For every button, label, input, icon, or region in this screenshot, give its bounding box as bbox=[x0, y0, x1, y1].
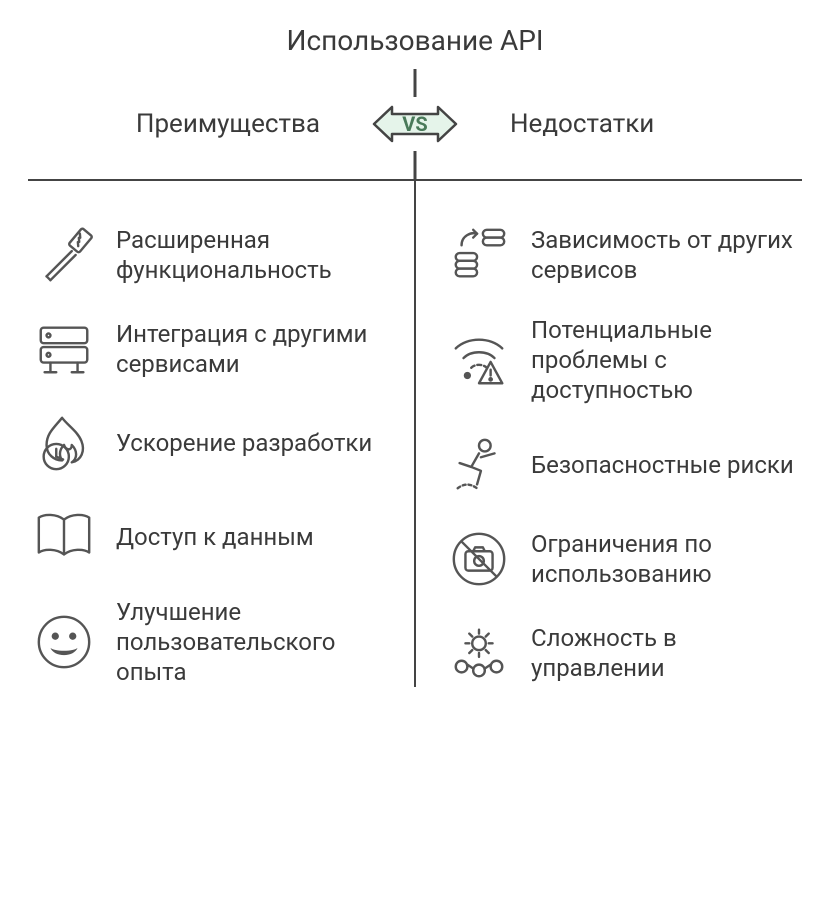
wifi-warn-icon bbox=[445, 326, 513, 394]
list-item: Доступ к данным bbox=[30, 503, 395, 571]
vs-badge: VS bbox=[370, 97, 460, 151]
list-item: Интеграция с другими сервисами bbox=[30, 315, 395, 383]
item-label: Сложность в управлении bbox=[531, 623, 800, 683]
item-label: Доступ к данным bbox=[116, 522, 314, 552]
list-item: Ускорение разработки bbox=[30, 409, 395, 477]
gears-people-icon bbox=[445, 619, 513, 687]
disadvantages-column: Зависимость от других сервисов Потенциал… bbox=[415, 211, 810, 697]
stem-top bbox=[414, 69, 417, 97]
advantages-column: Расширенная функциональность Инте bbox=[20, 211, 415, 697]
item-label: Ускорение разработки bbox=[116, 428, 372, 458]
list-item: Зависимость от других сервисов bbox=[445, 221, 800, 289]
item-label: Потенциальные проблемы с доступностью bbox=[531, 315, 800, 405]
file-tool-icon bbox=[30, 221, 98, 289]
item-label: Безопасностные риски bbox=[531, 450, 794, 480]
left-column-header: Преимущества bbox=[20, 109, 370, 139]
list-item: Сложность в управлении bbox=[445, 619, 800, 687]
comparison-infographic: Использование API Преимущества VS Недост… bbox=[0, 0, 830, 902]
vs-label: VS bbox=[402, 112, 427, 136]
smile-icon bbox=[30, 608, 98, 676]
fire-clock-icon bbox=[30, 409, 98, 477]
item-label: Ограничения по использованию bbox=[531, 529, 800, 589]
item-label: Расширенная функциональность bbox=[116, 225, 395, 285]
list-item: Потенциальные проблемы с доступностью bbox=[445, 315, 800, 405]
list-item: Ограничения по использованию bbox=[445, 525, 800, 593]
right-column-header: Недостатки bbox=[460, 109, 810, 139]
no-camera-icon bbox=[445, 525, 513, 593]
item-label: Интеграция с другими сервисами bbox=[116, 319, 395, 379]
slip-person-icon bbox=[445, 431, 513, 499]
item-label: Зависимость от других сервисов bbox=[531, 225, 800, 285]
list-item: Улучшение пользовательского опыта bbox=[30, 597, 395, 687]
servers-arrow-icon bbox=[445, 221, 513, 289]
book-open-icon bbox=[30, 503, 98, 571]
server-icon bbox=[30, 315, 98, 383]
list-item: Расширенная функциональность bbox=[30, 221, 395, 289]
page-title: Использование API bbox=[20, 20, 810, 57]
stem-bottom bbox=[414, 151, 417, 179]
item-label: Улучшение пользовательского опыта bbox=[116, 597, 395, 687]
list-item: Безопасностные риски bbox=[445, 431, 800, 499]
vertical-divider bbox=[414, 181, 416, 687]
columns: Расширенная функциональность Инте bbox=[20, 181, 810, 697]
header-row: Преимущества VS Недостатки bbox=[20, 69, 810, 179]
